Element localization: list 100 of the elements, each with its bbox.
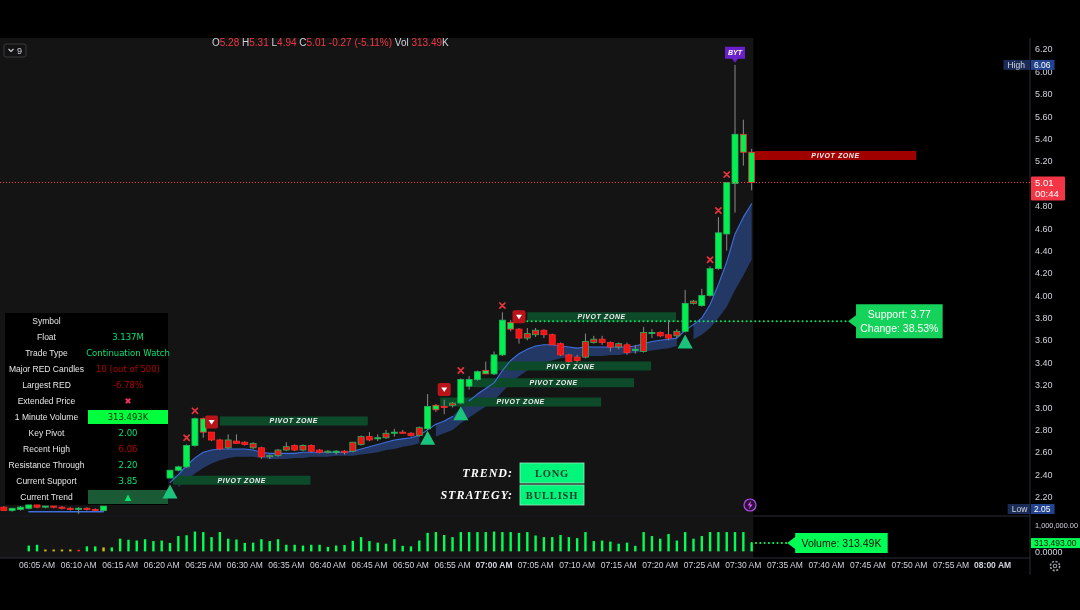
bar	[526, 532, 529, 552]
text: O5.28 H5.31 L4.94 C5.01 -0.27 (-5.11%) Vol 313.49K	[212, 37, 449, 48]
bar	[534, 535, 537, 552]
bar	[177, 536, 180, 552]
bar	[509, 532, 512, 552]
annotation: 3.137M	[112, 331, 144, 342]
bar	[451, 537, 454, 552]
bar	[293, 544, 296, 552]
bar	[343, 545, 346, 552]
x-tick-label: 07:50 AM	[891, 560, 928, 570]
bar	[160, 540, 163, 552]
bar	[717, 532, 720, 552]
y-tick-label: 2.40	[1035, 469, 1053, 480]
y-tick-label: 4.80	[1035, 201, 1053, 212]
ref-line-label: 5.01	[1035, 176, 1054, 188]
annotation: ▲	[124, 491, 132, 502]
annotation: TREND:	[462, 466, 513, 481]
x-tick-label: 07:55 AM	[933, 560, 970, 570]
annotation: 2.00	[118, 427, 138, 438]
x-tick-label: 06:10 AM	[60, 560, 97, 570]
point	[723, 171, 731, 179]
x-tick-label: 06:15 AM	[102, 560, 139, 570]
text: 00:44	[1035, 187, 1059, 199]
point	[183, 434, 191, 442]
annotation: High 6.06	[1007, 59, 1051, 70]
point	[457, 367, 465, 375]
y-tick-label: 2.80	[1035, 425, 1053, 436]
y-tick-label: 2.20	[1035, 492, 1053, 503]
annotation: Extended Price	[17, 395, 76, 406]
annotation: Current Support	[16, 475, 78, 486]
annotation: 6.06	[118, 443, 138, 454]
bar	[742, 532, 745, 552]
y-tick-label: 5.20	[1035, 156, 1053, 167]
bar	[127, 539, 130, 552]
x-tick-label: 07:35 AM	[766, 560, 803, 570]
y-tick-label: 5.80	[1035, 89, 1053, 100]
x-tick-label: 07:20 AM	[642, 560, 679, 570]
y-tick-label: 4.60	[1035, 223, 1053, 234]
y-tick-label: 3.20	[1035, 380, 1053, 391]
point	[512, 310, 526, 324]
annotation: -6.78%	[112, 379, 144, 390]
bar	[476, 532, 479, 552]
x-tick-label: 07:30 AM	[725, 560, 762, 570]
point	[453, 406, 469, 421]
y-tick-label: 4.20	[1035, 268, 1053, 279]
point	[162, 484, 178, 499]
x-tick-label: 06:35 AM	[268, 560, 305, 570]
bar	[235, 539, 238, 552]
bar	[285, 544, 288, 552]
point	[205, 415, 219, 429]
x-tick-label: 06:30 AM	[226, 560, 263, 570]
x-tick-label: 07:05 AM	[517, 560, 554, 570]
x-tick-label: 07:25 AM	[683, 560, 720, 570]
point	[714, 206, 722, 214]
annotation: Major RED Candles	[8, 363, 85, 374]
x-tick-label: 07:45 AM	[850, 560, 886, 570]
text: 313,493.00	[1034, 538, 1077, 549]
bar	[185, 535, 188, 552]
annotation: BULLISH	[525, 489, 579, 501]
annotation: Volume: 313.49K	[801, 536, 882, 549]
annotation: Symbol	[32, 315, 61, 326]
bar	[210, 537, 213, 552]
bar	[318, 544, 321, 552]
y-tick-label: 3.40	[1035, 357, 1053, 368]
annotation: LONG	[534, 467, 570, 479]
annotation: 313.493K	[107, 411, 149, 422]
y-tick-label: 5.60	[1035, 111, 1053, 122]
x-tick-label: 08:00 AM	[974, 560, 1012, 570]
point	[677, 334, 693, 349]
bar	[642, 532, 645, 552]
x-tick-label: 07:40 AM	[808, 560, 845, 570]
annotation: Recent High	[23, 443, 71, 454]
point	[437, 383, 451, 397]
x-tick-label: 07:15 AM	[600, 560, 637, 570]
bar	[617, 543, 620, 552]
x-tick-label: 06:25 AM	[185, 560, 222, 570]
annotation: Key Pivot	[28, 427, 66, 438]
bar	[667, 533, 670, 552]
bar	[426, 532, 429, 552]
bar	[368, 541, 371, 552]
bar	[401, 545, 404, 552]
x-tick-label: 06:40 AM	[309, 560, 346, 570]
bar	[692, 538, 695, 552]
bar	[393, 539, 396, 552]
y-tick-label: 3.00	[1035, 402, 1053, 413]
point	[498, 302, 506, 310]
annotation: 9	[17, 45, 23, 56]
bar	[584, 532, 587, 552]
bar	[609, 541, 612, 552]
y-tick-label: 2.60	[1035, 447, 1053, 458]
annotation: ✖	[124, 395, 132, 406]
annotation: 3.85	[118, 475, 138, 486]
annotation: Largest RED	[22, 379, 71, 390]
y-tick-label: 4.00	[1035, 290, 1053, 301]
bar	[501, 532, 504, 552]
annotation: Trade Type	[25, 347, 69, 358]
bar	[152, 541, 155, 552]
annotation: 2.20	[118, 459, 138, 470]
bar	[260, 539, 263, 552]
y-tick-label: 5.40	[1035, 133, 1053, 144]
